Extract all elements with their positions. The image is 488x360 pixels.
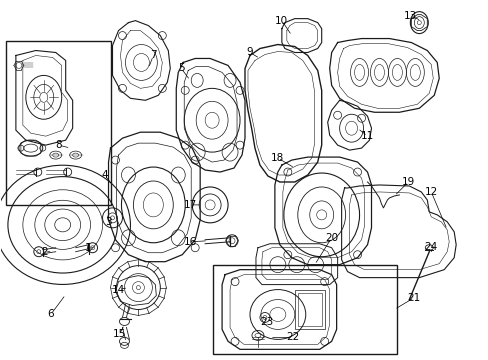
Text: 24: 24 bbox=[424, 242, 437, 252]
Text: 5: 5 bbox=[178, 63, 184, 73]
Text: 12: 12 bbox=[424, 187, 437, 197]
Text: 14: 14 bbox=[112, 284, 125, 294]
Text: 13: 13 bbox=[403, 11, 416, 21]
Text: 1: 1 bbox=[85, 243, 92, 253]
Text: 20: 20 bbox=[325, 233, 338, 243]
Text: 18: 18 bbox=[271, 153, 284, 163]
Text: 15: 15 bbox=[113, 329, 126, 339]
Text: 7: 7 bbox=[150, 50, 156, 60]
Bar bbox=[213, 265, 397, 354]
Text: 22: 22 bbox=[285, 332, 299, 342]
Text: 11: 11 bbox=[360, 131, 373, 141]
Text: 17: 17 bbox=[183, 200, 197, 210]
Text: 21: 21 bbox=[407, 293, 420, 302]
Text: 3: 3 bbox=[105, 217, 112, 227]
Bar bbox=[297, 293, 321, 327]
Text: 10: 10 bbox=[275, 15, 288, 26]
Text: 4: 4 bbox=[101, 170, 108, 180]
Bar bbox=[294, 289, 324, 329]
Text: 6: 6 bbox=[47, 310, 54, 319]
Text: 19: 19 bbox=[401, 177, 414, 187]
Text: 16: 16 bbox=[183, 237, 197, 247]
Text: 2: 2 bbox=[41, 247, 48, 257]
Text: 8: 8 bbox=[55, 140, 62, 150]
Text: 23: 23 bbox=[260, 318, 273, 328]
Bar bbox=[6, 41, 110, 205]
Text: 9: 9 bbox=[246, 48, 253, 58]
